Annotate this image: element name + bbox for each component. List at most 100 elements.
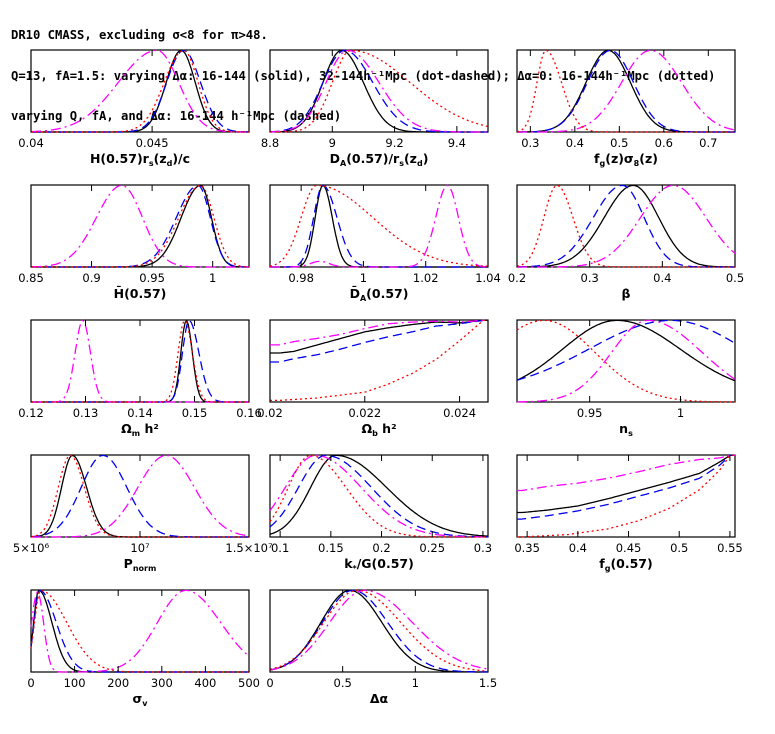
series-line-dotted xyxy=(269,589,489,672)
series-line-dotted xyxy=(270,319,488,402)
tick-label: 0.7 xyxy=(699,136,717,150)
chart-panel: 0.95 1 ns​ xyxy=(516,319,736,438)
x-axis-label: D̄A​(0.57) xyxy=(350,286,409,303)
series-line-dotted xyxy=(516,319,735,403)
tick-label: 9.2 xyxy=(385,136,403,150)
series-line-solid xyxy=(269,454,489,537)
series-line-dotted xyxy=(30,589,249,673)
series-line-dashed xyxy=(517,49,735,133)
series-line-solid xyxy=(30,589,249,673)
tick-label: 9 xyxy=(329,136,336,150)
tick-label: 0.04 xyxy=(18,136,44,150)
tick-label: 0.85 xyxy=(18,271,44,285)
tick-label: 0.2 xyxy=(372,541,390,555)
tick-label: 300 xyxy=(151,676,173,690)
plot-frame xyxy=(516,454,736,538)
tick-label: 100 xyxy=(64,676,86,690)
series-line-dashed xyxy=(269,589,489,673)
tick-label: 5×10⁶ xyxy=(13,541,50,555)
plot-frame xyxy=(516,49,736,133)
tick-label: 1 xyxy=(412,676,419,690)
series-line-dotdashed xyxy=(517,319,736,403)
series-line-dotdashed xyxy=(269,49,488,133)
series-line-dotdashed xyxy=(30,184,249,268)
tick-label: 10⁷ xyxy=(130,541,150,555)
tick-label: 8.8 xyxy=(261,136,279,150)
tick-label: 1 xyxy=(360,271,367,285)
chart-panel: 0.2 0.3 0.4 0.5 β xyxy=(508,184,744,301)
series-line-dashed xyxy=(270,184,488,268)
series-line-solid xyxy=(516,319,736,382)
header-line-2: Q=13, fA=1.5: varying Δα: 16-144 (solid)… xyxy=(11,68,716,83)
series-line-dotdashed xyxy=(517,454,735,492)
chart-panel: 5×10⁶ 10⁷ 1.5×10⁷ Pnorm​ xyxy=(13,454,273,573)
tick-label: 0.024 xyxy=(443,406,476,420)
chart-panel: 0.02 0.022 0.024 Ωb​ h² xyxy=(257,319,489,438)
plot-frame xyxy=(269,589,489,673)
x-axis-label: fg​(z)σ8​(z) xyxy=(594,151,658,168)
tick-label: 0.6 xyxy=(655,136,673,150)
series-line-dotdashed xyxy=(30,589,250,673)
chart-panel: 0.1 0.15 0.2 0.25 0.3 k*​/G(0.57) xyxy=(269,454,492,573)
tick-label: 0 xyxy=(27,676,34,690)
plot-frame xyxy=(269,319,489,403)
tick-label: 0.14 xyxy=(127,406,153,420)
plot-frame xyxy=(269,49,489,133)
series-line-dashed xyxy=(31,49,250,133)
series-line-solid xyxy=(517,49,735,133)
tick-label: 1.5 xyxy=(479,676,497,690)
chart-panel: 0.35 0.4 0.45 0.5 0.55 fg​(0.57) xyxy=(514,454,743,573)
chart-panel: 0.85 0.9 0.95 1 H̄(0.57) xyxy=(18,184,250,301)
series-line-solid xyxy=(517,184,735,268)
plot-frame xyxy=(30,319,250,403)
chart-panel: 0.12 0.13 0.14 0.15 0.16 Ωm​ h² xyxy=(18,319,262,438)
series-line-dotted xyxy=(31,49,249,133)
tick-label: 0.25 xyxy=(419,541,445,555)
series-line-solid xyxy=(31,319,249,403)
tick-label: 0.95 xyxy=(577,406,603,420)
tick-label: 0.55 xyxy=(717,541,743,555)
series-line-dotted xyxy=(516,184,735,268)
series-line-dotted xyxy=(30,454,249,538)
tick-label: 0.2 xyxy=(508,271,526,285)
plot-frame xyxy=(269,184,489,268)
series-line-dotdashed xyxy=(270,184,488,268)
chart-panel: 0 100 200 300 400 500 σv​ xyxy=(27,589,260,708)
tick-label: 0.15 xyxy=(318,541,344,555)
tick-label: 0.5 xyxy=(670,541,688,555)
series-line-solid xyxy=(270,184,488,268)
tick-label: 0.3 xyxy=(581,271,599,285)
x-axis-label: k*​/G(0.57) xyxy=(344,556,414,573)
chart-panel: 8.8 9 9.2 9.4 DA​(0.57)/rs​(zd​) xyxy=(261,49,489,168)
tick-label: 0.4 xyxy=(653,271,671,285)
tick-label: 0.9 xyxy=(82,271,100,285)
header-line-3: varying Q, fA, and Δα: 16-144 h⁻¹Mpc (da… xyxy=(11,109,342,123)
series-line-dotdashed xyxy=(270,319,488,346)
tick-label: 0.3 xyxy=(521,136,539,150)
series-line-solid xyxy=(517,454,735,514)
tick-label: 400 xyxy=(194,676,216,690)
plot-frame xyxy=(30,49,250,133)
series-line-dashed xyxy=(31,319,249,403)
x-axis-label: Δα xyxy=(370,691,389,706)
series-line-dotdashed xyxy=(30,49,249,133)
series-line-dashed xyxy=(269,49,488,133)
series-line-dotted xyxy=(31,184,250,268)
tick-label: 0 xyxy=(266,676,273,690)
tick-label: 0.16 xyxy=(236,406,262,420)
series-line-dotdashed xyxy=(31,319,249,403)
x-axis-label: β xyxy=(622,286,631,301)
series-line-dotted xyxy=(516,49,735,133)
x-axis-label: DA​(0.57)/rs​(zd​) xyxy=(330,151,429,168)
x-axis-label: Ωb​ h² xyxy=(361,421,396,438)
figure-header: DR10 CMASS, excluding σ<8 for π>48. Q=13… xyxy=(11,2,715,137)
tick-label: 1.04 xyxy=(475,271,501,285)
tick-label: 0.3 xyxy=(474,541,492,555)
tick-label: 0.5 xyxy=(610,136,628,150)
x-axis-label: H̄(0.57) xyxy=(114,286,167,301)
tick-label: 0.98 xyxy=(288,271,314,285)
series-line-solid xyxy=(270,319,488,354)
x-axis-label: σv​ xyxy=(133,691,149,708)
series-line-dotdashed xyxy=(269,454,488,538)
